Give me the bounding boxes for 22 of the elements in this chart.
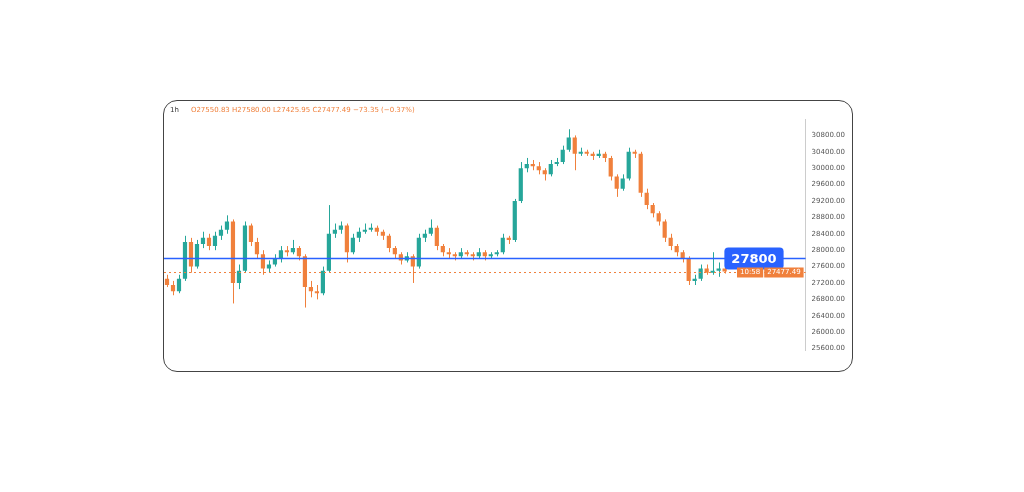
- candlestick: [260, 249, 266, 276]
- candlestick: [560, 145, 565, 165]
- candlestick: [350, 233, 355, 255]
- candlestick: [572, 134, 577, 171]
- candlestick: [194, 239, 200, 270]
- candlestick: [500, 233, 505, 255]
- candlestick: [212, 231, 218, 251]
- candlestick: [608, 155, 613, 181]
- ref-line-label: 27800: [731, 250, 777, 266]
- candlestick: [566, 128, 571, 153]
- candlestick: [686, 255, 691, 286]
- candlestick: [662, 218, 667, 243]
- candlestick: [434, 225, 439, 251]
- candlestick: [248, 223, 254, 247]
- candlestick: [410, 253, 415, 284]
- candlestick: [224, 214, 230, 235]
- candlestick: [644, 188, 649, 210]
- candlestick: [386, 233, 391, 253]
- candlestick: [614, 173, 619, 198]
- candlestick: [176, 274, 182, 294]
- candlestick: [320, 266, 325, 296]
- candlestick: [254, 237, 260, 259]
